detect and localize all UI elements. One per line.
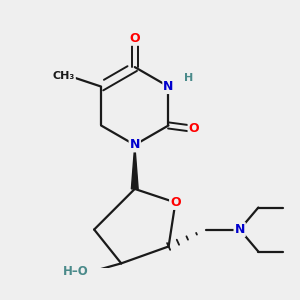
Text: N: N: [130, 138, 140, 152]
Text: O: O: [188, 122, 199, 135]
Text: N: N: [163, 80, 174, 93]
Polygon shape: [131, 145, 138, 189]
Text: H: H: [184, 73, 194, 83]
Text: N: N: [235, 223, 245, 236]
Text: O: O: [170, 196, 181, 209]
Text: CH₃: CH₃: [53, 71, 75, 81]
Text: O: O: [130, 32, 140, 45]
Text: H–O: H–O: [63, 265, 88, 278]
